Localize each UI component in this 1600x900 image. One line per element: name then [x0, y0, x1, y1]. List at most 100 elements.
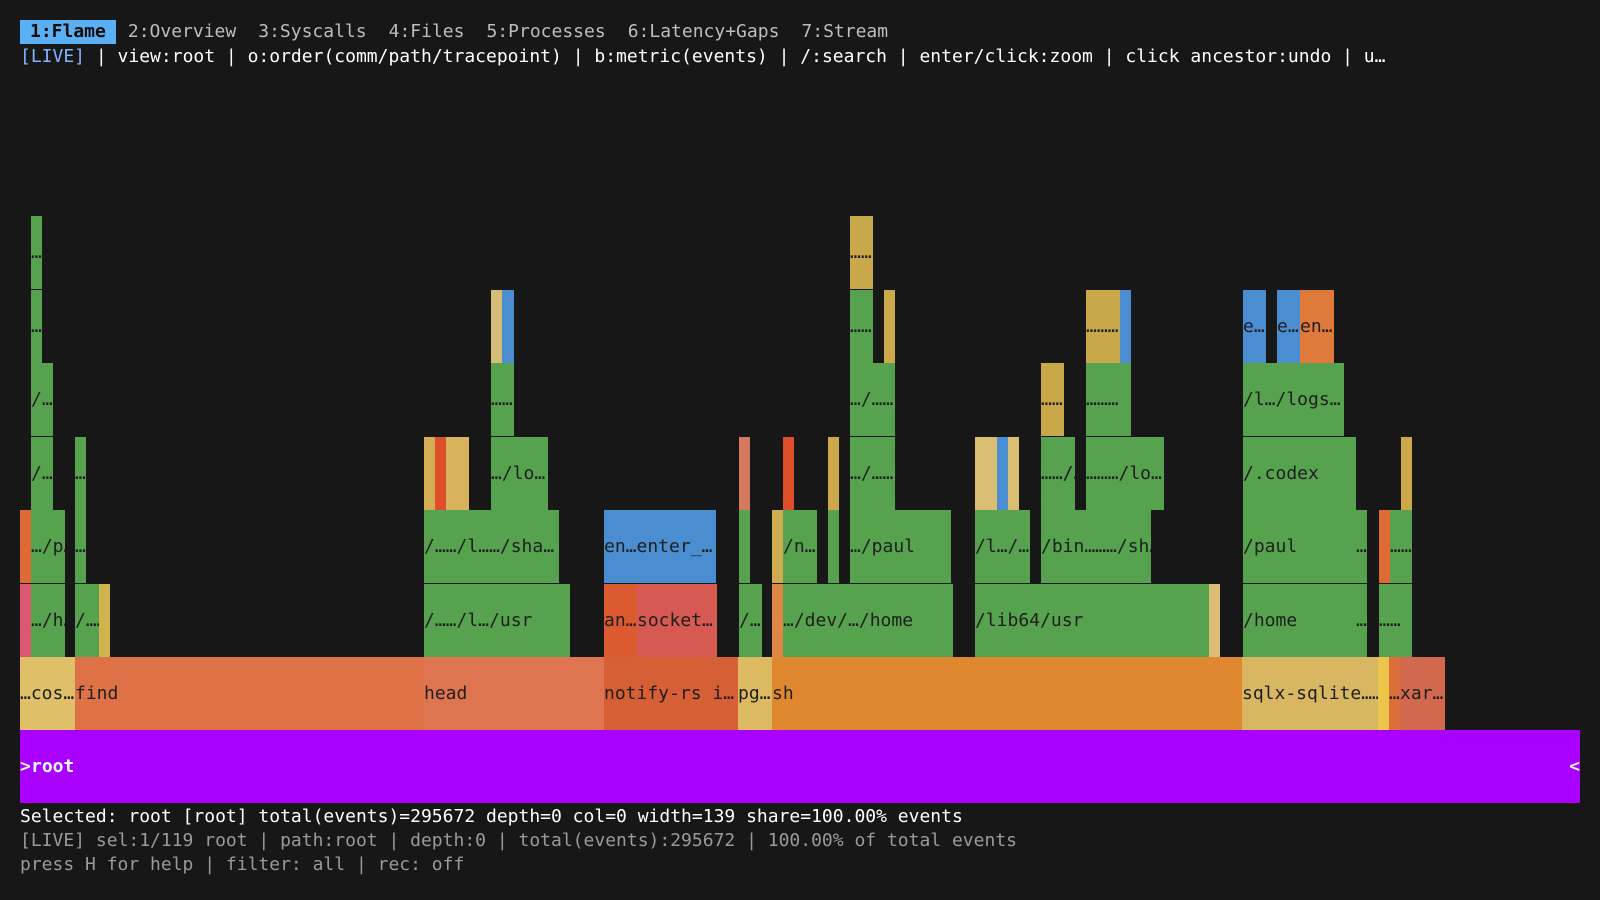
flame-frame[interactable] — [99, 584, 110, 657]
flame-frame[interactable] — [1008, 437, 1019, 510]
flame-frame[interactable]: …… — [31, 290, 42, 363]
flame-frame-label: find — [75, 683, 119, 704]
selection-marker-left: > — [20, 756, 31, 777]
flame-frame[interactable]: head — [424, 657, 604, 730]
flame-frame[interactable] — [884, 290, 895, 363]
flame-frame[interactable]: …/dev/…/home — [783, 584, 953, 657]
tab-processes[interactable]: 5:Processes — [486, 21, 606, 42]
flame-frame[interactable]: /l…/logs… — [1243, 363, 1344, 436]
flame-frame[interactable]: find — [75, 657, 425, 730]
flame-frame[interactable] — [975, 437, 997, 510]
flame-frame[interactable]: /bin………/sh… — [1041, 510, 1151, 583]
flame-frame[interactable]: sqlx-sqlite…… — [1242, 657, 1378, 730]
flame-frame[interactable] — [491, 290, 502, 363]
flame-frame[interactable]: ………/lo… — [1086, 437, 1164, 510]
root-frame-label: root — [31, 756, 75, 777]
flame-frame[interactable]: e… — [1243, 290, 1266, 363]
flame-frame[interactable] — [446, 437, 469, 510]
flame-frame[interactable]: socket… — [637, 584, 717, 657]
flame-frame[interactable]: …… — [1041, 363, 1064, 436]
flame-frame[interactable] — [502, 290, 514, 363]
flame-frame[interactable]: /paul — [1243, 510, 1367, 583]
flame-frame-label: … — [1356, 610, 1367, 631]
flame-frame[interactable] — [739, 437, 750, 510]
tab-latency-gaps[interactable]: 6:Latency+Gaps — [627, 21, 780, 42]
flame-frame[interactable]: ……… — [1086, 363, 1131, 436]
flame-frame[interactable]: …… — [1390, 510, 1412, 583]
flame-frame-label: …… — [1041, 389, 1063, 410]
flame-frame[interactable]: en…enter_… — [604, 510, 716, 583]
flame-frame[interactable] — [828, 437, 839, 510]
flame-frame[interactable] — [739, 510, 750, 583]
flame-frame[interactable]: /… — [739, 584, 762, 657]
flame-frame[interactable] — [1378, 657, 1389, 730]
flame-frame[interactable]: ……/… — [1041, 437, 1075, 510]
flame-frame[interactable]: ……… — [1086, 290, 1120, 363]
flame-frame[interactable]: …… — [31, 216, 42, 289]
flame-frame[interactable]: … — [75, 437, 86, 510]
root-frame[interactable]: > root < — [20, 730, 1580, 803]
flame-frame-label: sh — [772, 683, 794, 704]
flame-frame-label: … — [1356, 536, 1367, 557]
flame-frame[interactable]: …… — [491, 363, 514, 436]
flame-frame[interactable]: /n… — [783, 510, 817, 583]
flame-frame[interactable]: …… — [1379, 584, 1412, 657]
flame-frame[interactable]: …cos… — [20, 657, 75, 730]
flame-frame[interactable] — [1401, 437, 1412, 510]
flame-frame[interactable]: pg… — [738, 657, 772, 730]
flame-frame[interactable]: … — [75, 510, 86, 583]
flame-frame[interactable]: an… — [604, 584, 637, 657]
flame-frame[interactable]: /l…/… — [975, 510, 1030, 583]
flame-frame[interactable]: … — [1356, 510, 1367, 583]
flame-frame[interactable]: …/…… — [850, 363, 895, 436]
keybinding-hints: | view:root | o:order(comm/path/tracepoi… — [85, 46, 1386, 67]
tab-overview[interactable]: 2:Overview — [127, 21, 237, 42]
flame-frame[interactable] — [772, 510, 783, 583]
flame-frame[interactable]: /……/l…/usr — [424, 584, 570, 657]
help-line: press H for help | filter: all | rec: of… — [20, 854, 465, 875]
flame-frame[interactable]: sh — [772, 657, 1242, 730]
tab-stream[interactable]: 7:Stream — [801, 21, 889, 42]
flame-frame-label: /bin………/sh… — [1041, 536, 1151, 557]
flame-frame[interactable]: notify-rs i… — [604, 657, 739, 730]
flame-frame[interactable] — [1120, 290, 1131, 363]
flame-frame[interactable] — [1209, 584, 1220, 657]
flame-frame[interactable]: …/lo… — [491, 437, 548, 510]
flame-frame[interactable]: xar… — [1400, 657, 1445, 730]
flame-frame[interactable] — [20, 584, 31, 657]
flame-frame[interactable] — [772, 584, 783, 657]
flame-frame[interactable]: …/p… — [31, 510, 65, 583]
flame-frame-label: xar… — [1400, 683, 1444, 704]
flame-frame-label: e… — [1277, 316, 1299, 337]
flame-frame[interactable] — [1379, 510, 1390, 583]
flame-frame[interactable]: …/paul — [850, 510, 951, 583]
tab-files[interactable]: 4:Files — [388, 21, 465, 42]
selected-frame-info: Selected: root [root] total(events)=2956… — [20, 806, 963, 827]
flame-frame[interactable]: /……/l……/sha… — [424, 510, 559, 583]
flame-frame[interactable]: /.codex — [1243, 437, 1356, 510]
flame-frame[interactable] — [783, 437, 794, 510]
flame-frame[interactable]: …… — [850, 216, 873, 289]
flame-frame[interactable] — [997, 437, 1008, 510]
flame-frame[interactable]: … — [1356, 584, 1367, 657]
flame-frame[interactable]: …… — [850, 290, 873, 363]
flame-frame[interactable] — [828, 510, 839, 583]
flame-frame[interactable]: /… — [31, 437, 53, 510]
flame-frame[interactable] — [435, 437, 446, 510]
tab-syscalls[interactable]: 3:Syscalls — [258, 21, 367, 42]
flame-frame[interactable]: /lib64/usr — [975, 584, 1209, 657]
tab-flame[interactable]: 1:Flame — [20, 20, 116, 44]
flame-frame[interactable]: /…… — [75, 584, 99, 657]
flame-frame[interactable]: /home — [1243, 584, 1367, 657]
flame-frame[interactable]: en… — [1300, 290, 1334, 363]
flame-frame-label: ……… — [1086, 316, 1119, 337]
status-bar: [LIVE] sel:1/119 root | path:root | dept… — [20, 830, 1017, 851]
flame-frame[interactable]: e… — [1277, 290, 1300, 363]
flame-frame[interactable]: … — [1389, 657, 1400, 730]
flame-frame[interactable]: …/h… — [31, 584, 65, 657]
flame-frame[interactable]: /… — [31, 363, 53, 436]
flame-frame[interactable]: …/…… — [850, 437, 895, 510]
flame-frame[interactable] — [20, 510, 31, 583]
flame-frame-label: /l…/… — [975, 536, 1030, 557]
flame-frame[interactable] — [424, 437, 435, 510]
